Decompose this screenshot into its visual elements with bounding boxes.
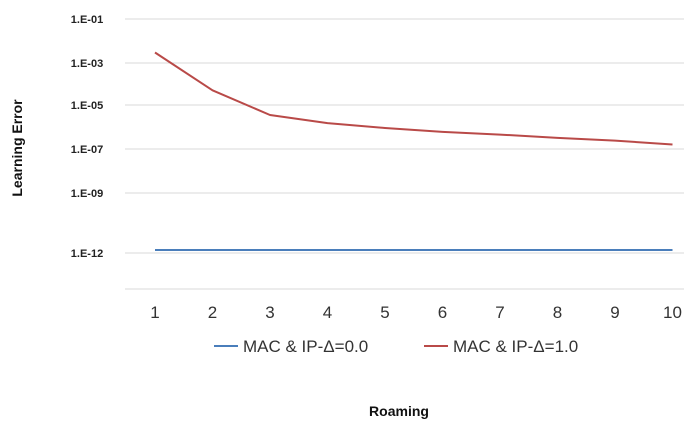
series-line-2 xyxy=(154,51,673,146)
x-tick-label: 4 xyxy=(323,303,332,322)
x-tick-label: 8 xyxy=(553,303,562,322)
y-tick-labels: 1.E-01 1.E-03 1.E-05 1.E-07 1.E-09 1.E-12 xyxy=(71,14,103,260)
x-tick-labels: 1 2 3 4 5 6 7 8 9 10 xyxy=(150,303,682,322)
y-tick-label: 1.E-12 xyxy=(71,248,103,260)
x-tick-label: 10 xyxy=(663,303,682,322)
y-axis-label: Learning Error xyxy=(9,99,25,197)
y-tick-label: 1.E-09 xyxy=(71,188,103,200)
y-tick-label: 1.E-01 xyxy=(71,14,103,26)
y-tick-label: 1.E-05 xyxy=(71,100,103,112)
legend: MAC & IP-Δ=0.0 MAC & IP-Δ=1.0 xyxy=(214,337,578,356)
x-tick-label: 7 xyxy=(495,303,504,322)
x-axis-label: Roaming xyxy=(369,403,429,419)
x-tick-label: 5 xyxy=(380,303,389,322)
x-tick-label: 1 xyxy=(150,303,159,322)
y-tick-label: 1.E-07 xyxy=(71,144,103,156)
gridlines xyxy=(125,18,684,290)
x-tick-label: 9 xyxy=(610,303,619,322)
legend-label-2: MAC & IP-Δ=1.0 xyxy=(453,337,578,356)
y-tick-label: 1.E-03 xyxy=(71,58,103,70)
legend-label-1: MAC & IP-Δ=0.0 xyxy=(243,337,368,356)
series-lines xyxy=(154,51,673,251)
x-tick-label: 2 xyxy=(208,303,217,322)
x-tick-label: 6 xyxy=(438,303,447,322)
x-tick-label: 3 xyxy=(265,303,274,322)
